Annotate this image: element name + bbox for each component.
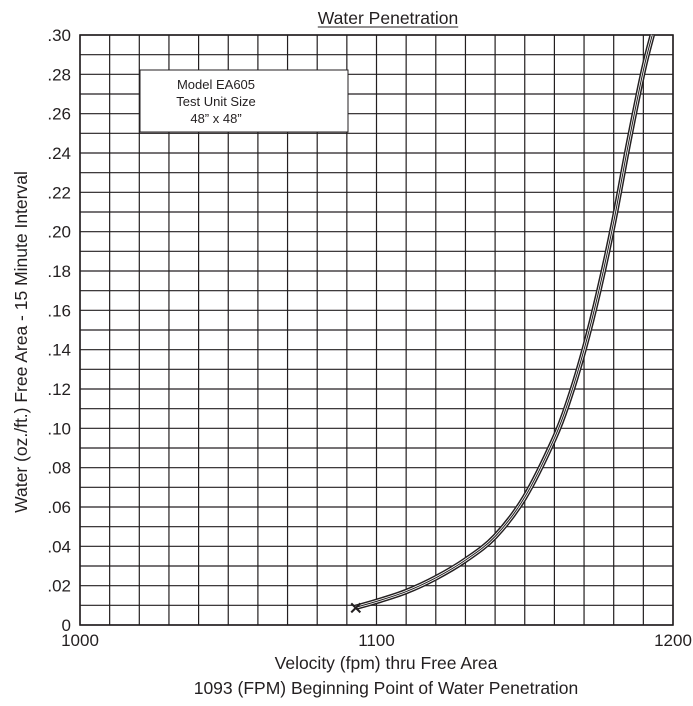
y-tick-label: 0 <box>62 616 71 635</box>
y-tick-label: .20 <box>47 223 71 242</box>
y-tick-label: .08 <box>47 459 71 478</box>
series-line-gap <box>355 34 654 609</box>
annotation-box: Model EA605 Test Unit Size 48” x 48” <box>139 69 349 133</box>
y-tick-label: .10 <box>47 419 71 438</box>
annotation-line-model: Model EA605 <box>177 77 255 92</box>
y-tick-label: .28 <box>47 65 71 84</box>
x-tick-label: 1200 <box>654 631 692 650</box>
series-line-outer <box>354 34 655 610</box>
y-tick-label: .22 <box>47 183 71 202</box>
x-tick-label: 1100 <box>358 631 395 650</box>
start-point-marker: × <box>348 597 363 618</box>
y-axis-title: Water (oz./ft.) Free Area - 15 Minute In… <box>11 171 31 513</box>
x-axis-title: Velocity (fpm) thru Free Area <box>275 653 498 673</box>
annotation-box-frame <box>139 69 349 133</box>
y-tick-label: .02 <box>47 577 71 596</box>
y-tick-label: .16 <box>47 301 71 320</box>
y-tick-label: .06 <box>47 498 71 517</box>
series-line-core <box>355 34 653 608</box>
x-tick-label: 1000 <box>61 631 99 650</box>
y-tick-label: .24 <box>47 144 71 163</box>
y-tick-labels: 0 .02 .04 .06 .08 .10 .12 .14 .16 .18 .20 .22 .24 .26… <box>47 26 71 635</box>
chart-footnote: 1093 (FPM) Beginning Point of Water Pene… <box>194 678 579 698</box>
y-tick-label: .26 <box>47 105 71 124</box>
annotation-line-size: 48” x 48” <box>190 111 241 126</box>
x-tick-labels: 1000 1100 1200 <box>61 631 692 650</box>
y-tick-label: .12 <box>47 380 71 399</box>
y-tick-label: .30 <box>47 26 71 45</box>
annotation-line-test-unit: Test Unit Size <box>176 94 255 109</box>
grid <box>79 34 674 626</box>
chart-title: Water Penetration <box>318 8 458 28</box>
series-layer: × <box>348 34 655 618</box>
y-tick-label: .18 <box>47 262 71 281</box>
y-tick-label: .14 <box>47 341 71 360</box>
y-tick-label: .04 <box>47 537 71 556</box>
plot-frame <box>79 34 674 626</box>
